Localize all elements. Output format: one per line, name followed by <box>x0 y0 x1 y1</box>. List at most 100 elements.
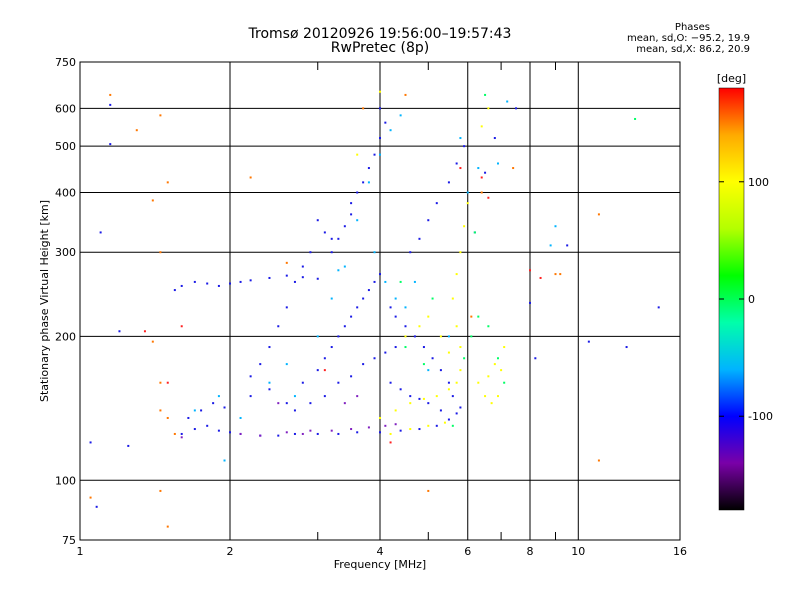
colorbar-tick-label: -100 <box>748 410 773 423</box>
data-point <box>384 121 387 124</box>
data-point <box>493 137 496 140</box>
data-point <box>316 277 319 280</box>
data-point <box>529 269 531 272</box>
data-point <box>427 489 430 492</box>
data-point <box>384 424 387 427</box>
data-point <box>356 395 359 398</box>
data-point <box>447 181 450 184</box>
data-point <box>455 381 458 384</box>
data-point <box>459 251 462 254</box>
data-point <box>496 357 499 360</box>
phase-stats-o-mode: mean, sd,O: −95.2, 19.9 <box>627 33 750 44</box>
data-point <box>180 284 183 287</box>
data-point <box>337 381 340 384</box>
data-point <box>285 402 288 405</box>
data-point <box>496 395 499 398</box>
data-point <box>293 409 296 412</box>
data-point <box>466 191 469 194</box>
data-point <box>447 381 450 384</box>
data-point <box>309 251 312 254</box>
data-point <box>109 143 112 146</box>
data-point <box>534 357 537 360</box>
data-point <box>625 346 628 349</box>
data-point <box>285 431 288 434</box>
data-point <box>249 375 252 378</box>
y-tick-label: 750 <box>55 56 76 69</box>
data-point <box>503 381 506 384</box>
data-point <box>268 346 271 349</box>
data-point <box>634 117 637 120</box>
data-point <box>379 273 381 276</box>
data-point <box>477 315 480 318</box>
phase-stats-heading: Phases <box>674 22 710 33</box>
data-point <box>323 369 326 372</box>
data-point <box>180 432 183 435</box>
y-tick-label: 300 <box>55 246 76 259</box>
data-point <box>229 282 231 285</box>
data-point <box>455 162 458 165</box>
data-point <box>394 297 397 300</box>
data-point <box>451 424 454 427</box>
data-point <box>159 381 162 384</box>
chart-title: Tromsø 20120926 19:56:00–19:57:43 <box>248 26 512 42</box>
data-point <box>356 191 359 194</box>
data-point <box>217 395 220 398</box>
x-tick-label: 8 <box>527 545 534 558</box>
data-point <box>470 315 473 318</box>
plot-grid <box>80 62 680 540</box>
y-tick-label: 500 <box>55 140 76 153</box>
data-point <box>206 282 209 285</box>
data-point <box>427 315 430 318</box>
data-point <box>657 306 660 309</box>
data-point <box>356 219 359 222</box>
phase-stats-x-mode: mean, sd,X: 86.2, 20.9 <box>636 44 750 55</box>
data-point <box>373 357 376 360</box>
data-point <box>427 402 430 405</box>
data-point <box>151 340 154 343</box>
data-point <box>422 363 425 366</box>
data-point <box>301 432 304 435</box>
data-point <box>293 395 296 398</box>
data-point <box>159 489 162 492</box>
data-point <box>118 330 121 333</box>
x-tick-label: 2 <box>227 545 234 558</box>
data-point <box>484 395 487 398</box>
data-point <box>367 289 370 292</box>
data-point <box>487 325 490 328</box>
data-point <box>455 273 458 276</box>
y-axis-ticks: 75 100 200 300 400 500 600 750 <box>55 56 76 547</box>
data-point <box>95 505 98 508</box>
data-point <box>459 137 462 140</box>
data-point <box>389 381 392 384</box>
data-point <box>447 335 450 338</box>
data-point <box>477 381 480 384</box>
data-point <box>285 274 288 277</box>
data-point <box>413 335 416 338</box>
data-point <box>268 388 271 391</box>
data-point <box>330 297 333 300</box>
data-point <box>316 219 319 222</box>
data-point <box>487 107 490 110</box>
x-tick-label: 10 <box>571 545 585 558</box>
data-point <box>356 431 359 434</box>
data-point <box>200 409 203 412</box>
data-point <box>487 196 490 199</box>
data-point <box>459 346 462 349</box>
data-point <box>480 176 483 179</box>
colorbar-ticks: 100 0 -100 <box>719 176 773 423</box>
data-point <box>480 125 483 128</box>
data-point <box>435 424 438 427</box>
data-point <box>268 381 271 384</box>
scatter-points <box>89 90 660 528</box>
data-point <box>404 306 407 309</box>
data-point <box>549 244 552 247</box>
data-point <box>484 93 487 96</box>
data-point <box>337 335 340 338</box>
data-point <box>389 441 392 444</box>
data-point <box>500 369 503 372</box>
data-point <box>487 375 490 378</box>
data-point <box>285 306 288 309</box>
data-point <box>343 402 346 405</box>
y-tick-label: 75 <box>62 534 76 547</box>
data-point <box>418 428 421 431</box>
